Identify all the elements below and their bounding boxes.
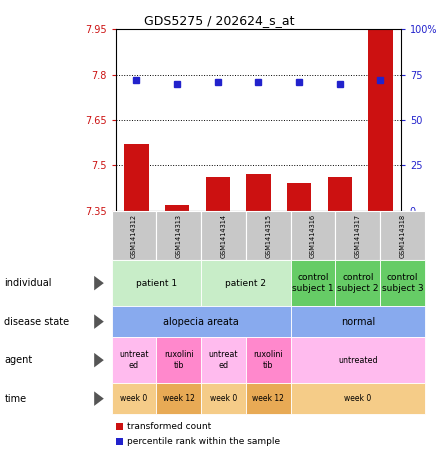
Bar <box>246 174 271 211</box>
Text: GDS5275 / 202624_s_at: GDS5275 / 202624_s_at <box>144 14 294 28</box>
Text: GSM1414316: GSM1414316 <box>310 213 316 258</box>
Text: time: time <box>4 394 27 404</box>
Text: untreat
ed: untreat ed <box>209 351 238 370</box>
Text: alopecia areata: alopecia areata <box>163 317 239 327</box>
Text: week 0: week 0 <box>120 394 148 403</box>
Bar <box>124 144 148 211</box>
Bar <box>287 183 311 211</box>
Text: disease state: disease state <box>4 317 70 327</box>
Text: GSM1414314: GSM1414314 <box>221 213 226 258</box>
Text: patient 2: patient 2 <box>226 279 266 288</box>
Bar <box>368 29 392 211</box>
Text: GSM1414318: GSM1414318 <box>399 213 406 258</box>
Text: individual: individual <box>4 278 52 288</box>
Text: control
subject 1: control subject 1 <box>292 274 334 293</box>
Text: agent: agent <box>4 355 32 365</box>
Text: untreat
ed: untreat ed <box>119 351 149 370</box>
Bar <box>328 178 352 211</box>
Bar <box>165 205 189 211</box>
Text: patient 1: patient 1 <box>136 279 177 288</box>
Text: week 0: week 0 <box>210 394 237 403</box>
Text: week 12: week 12 <box>252 394 284 403</box>
Text: percentile rank within the sample: percentile rank within the sample <box>127 437 280 446</box>
Text: GSM1414312: GSM1414312 <box>131 213 137 258</box>
Text: GSM1414317: GSM1414317 <box>355 213 361 258</box>
Text: GSM1414313: GSM1414313 <box>176 213 182 258</box>
Text: GSM1414315: GSM1414315 <box>265 213 271 258</box>
Text: normal: normal <box>341 317 375 327</box>
Text: control
subject 2: control subject 2 <box>337 274 378 293</box>
Text: ruxolini
tib: ruxolini tib <box>254 351 283 370</box>
Text: untreated: untreated <box>338 356 378 365</box>
Text: ruxolini
tib: ruxolini tib <box>164 351 194 370</box>
Bar <box>205 178 230 211</box>
Text: transformed count: transformed count <box>127 422 211 431</box>
Text: week 12: week 12 <box>163 394 195 403</box>
Text: week 0: week 0 <box>344 394 371 403</box>
Text: control
subject 3: control subject 3 <box>381 274 423 293</box>
